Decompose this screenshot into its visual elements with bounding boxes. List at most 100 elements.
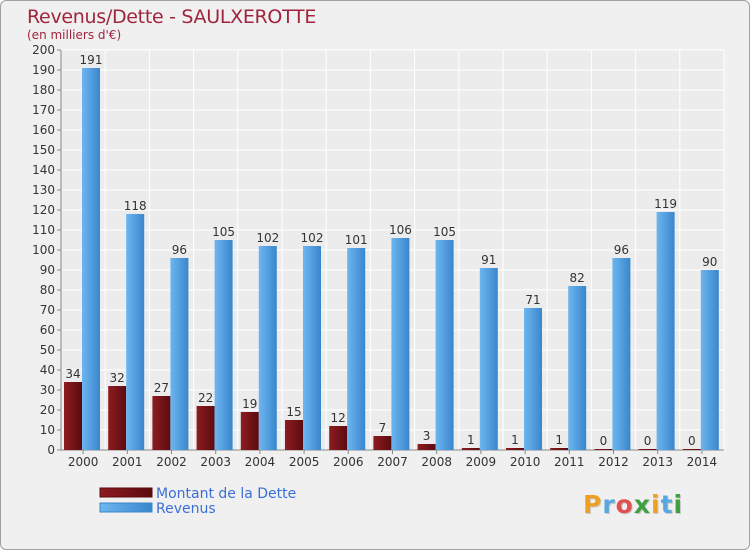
y-tick-label: 150: [32, 143, 55, 157]
legend: [99, 487, 153, 513]
logo-letter: i: [651, 490, 661, 519]
legend-swatch-revenus: [99, 502, 153, 513]
data-label-dette: 1: [467, 433, 475, 447]
x-tick-label: 2008: [421, 455, 452, 469]
y-tick-label: 160: [32, 123, 55, 137]
y-tick-label: 170: [32, 103, 55, 117]
y-tick-label: 140: [32, 163, 55, 177]
data-label-dette: 15: [286, 405, 301, 419]
data-label-dette: 0: [600, 434, 608, 448]
bar-revenus: [568, 286, 587, 450]
data-labels: 3419132118279622105191021510212101710631…: [65, 53, 717, 448]
bar-dette: [152, 396, 171, 450]
bar-revenus: [612, 258, 631, 450]
bar-revenus: [479, 268, 498, 450]
data-label-dette: 7: [379, 421, 387, 435]
y-tick-label: 0: [47, 443, 55, 457]
data-label-revenus: 102: [256, 231, 279, 245]
bar-revenus: [656, 212, 675, 450]
data-label-dette: 34: [65, 367, 80, 381]
bar-revenus: [126, 214, 145, 450]
proxiti-logo: Proxiti: [583, 490, 683, 519]
bar-dette: [285, 420, 303, 450]
data-label-revenus: 105: [433, 225, 456, 239]
data-label-revenus: 106: [389, 223, 412, 237]
y-tick-label: 190: [32, 63, 55, 77]
x-tick-label: 2004: [245, 455, 276, 469]
data-label-revenus: 91: [481, 253, 496, 267]
data-label-dette: 12: [331, 411, 346, 425]
data-label-dette: 32: [110, 371, 125, 385]
bar-revenus: [524, 308, 542, 450]
data-label-revenus: 90: [702, 255, 717, 269]
bar-revenus: [258, 246, 277, 450]
bar-dette: [506, 448, 524, 450]
bar-dette: [373, 436, 392, 450]
x-tick-label: 2003: [200, 455, 231, 469]
bar-dette: [329, 426, 348, 450]
y-tick-label: 30: [40, 383, 55, 397]
data-label-revenus: 118: [124, 199, 147, 213]
bar-revenus: [391, 238, 410, 450]
x-tick-label: 2011: [554, 455, 585, 469]
x-tick-label: 2006: [333, 455, 364, 469]
bars: [64, 68, 719, 450]
y-tick-label: 10: [40, 423, 55, 437]
data-label-revenus: 105: [212, 225, 235, 239]
data-label-dette: 0: [644, 434, 652, 448]
data-label-dette: 1: [555, 433, 563, 447]
y-tick-label: 60: [40, 323, 55, 337]
logo-letter: r: [602, 490, 616, 519]
bar-dette: [594, 449, 613, 450]
data-label-revenus: 101: [345, 233, 368, 247]
data-label-dette: 0: [688, 434, 696, 448]
bar-revenus: [347, 248, 366, 450]
data-label-revenus: 96: [172, 243, 187, 257]
data-label-revenus: 119: [654, 197, 677, 211]
tick-labels: 0102030405060708090100110120130140150160…: [32, 43, 717, 469]
data-label-revenus: 191: [80, 53, 103, 67]
y-tick-label: 80: [40, 283, 55, 297]
data-label-revenus: 82: [570, 271, 585, 285]
y-tick-label: 100: [32, 243, 55, 257]
x-tick-label: 2000: [68, 455, 99, 469]
x-tick-label: 2014: [687, 455, 718, 469]
x-tick-label: 2002: [156, 455, 187, 469]
data-label-dette: 19: [242, 397, 257, 411]
bar-revenus: [700, 270, 719, 450]
y-tick-label: 90: [40, 263, 55, 277]
bar-revenus: [82, 68, 100, 450]
x-tick-label: 2009: [466, 455, 497, 469]
bar-dette: [417, 444, 436, 450]
bar-dette: [638, 449, 657, 450]
data-label-dette: 1: [511, 433, 519, 447]
x-tick-label: 2005: [289, 455, 320, 469]
logo-letter: t: [660, 490, 674, 519]
y-tick-label: 70: [40, 303, 55, 317]
bar-revenus: [214, 240, 233, 450]
x-tick-label: 2010: [510, 455, 541, 469]
bar-dette: [461, 448, 480, 450]
y-tick-label: 180: [32, 83, 55, 97]
y-tick-label: 200: [32, 43, 55, 57]
bar-revenus: [303, 246, 321, 450]
chart-title: Revenus/Dette - SAULXEROTTE: [27, 6, 317, 28]
bar-revenus: [170, 258, 189, 450]
y-tick-label: 120: [32, 203, 55, 217]
bar-dette: [240, 412, 259, 450]
chart-subtitle: (en milliers d'€): [27, 28, 122, 42]
x-tick-label: 2007: [377, 455, 408, 469]
data-label-revenus: 71: [525, 293, 540, 307]
x-tick-label: 2001: [112, 455, 143, 469]
y-tick-label: 50: [40, 343, 55, 357]
bar-dette: [682, 449, 701, 450]
data-label-revenus: 102: [301, 231, 324, 245]
logo-letter: o: [615, 490, 634, 519]
data-label-dette: 22: [198, 391, 213, 405]
logo-letter: x: [633, 490, 651, 519]
y-tick-label: 40: [40, 363, 55, 377]
y-tick-label: 20: [40, 403, 55, 417]
y-tick-label: 110: [32, 223, 55, 237]
logo-letter: i: [673, 490, 684, 519]
bar-revenus: [435, 240, 454, 450]
